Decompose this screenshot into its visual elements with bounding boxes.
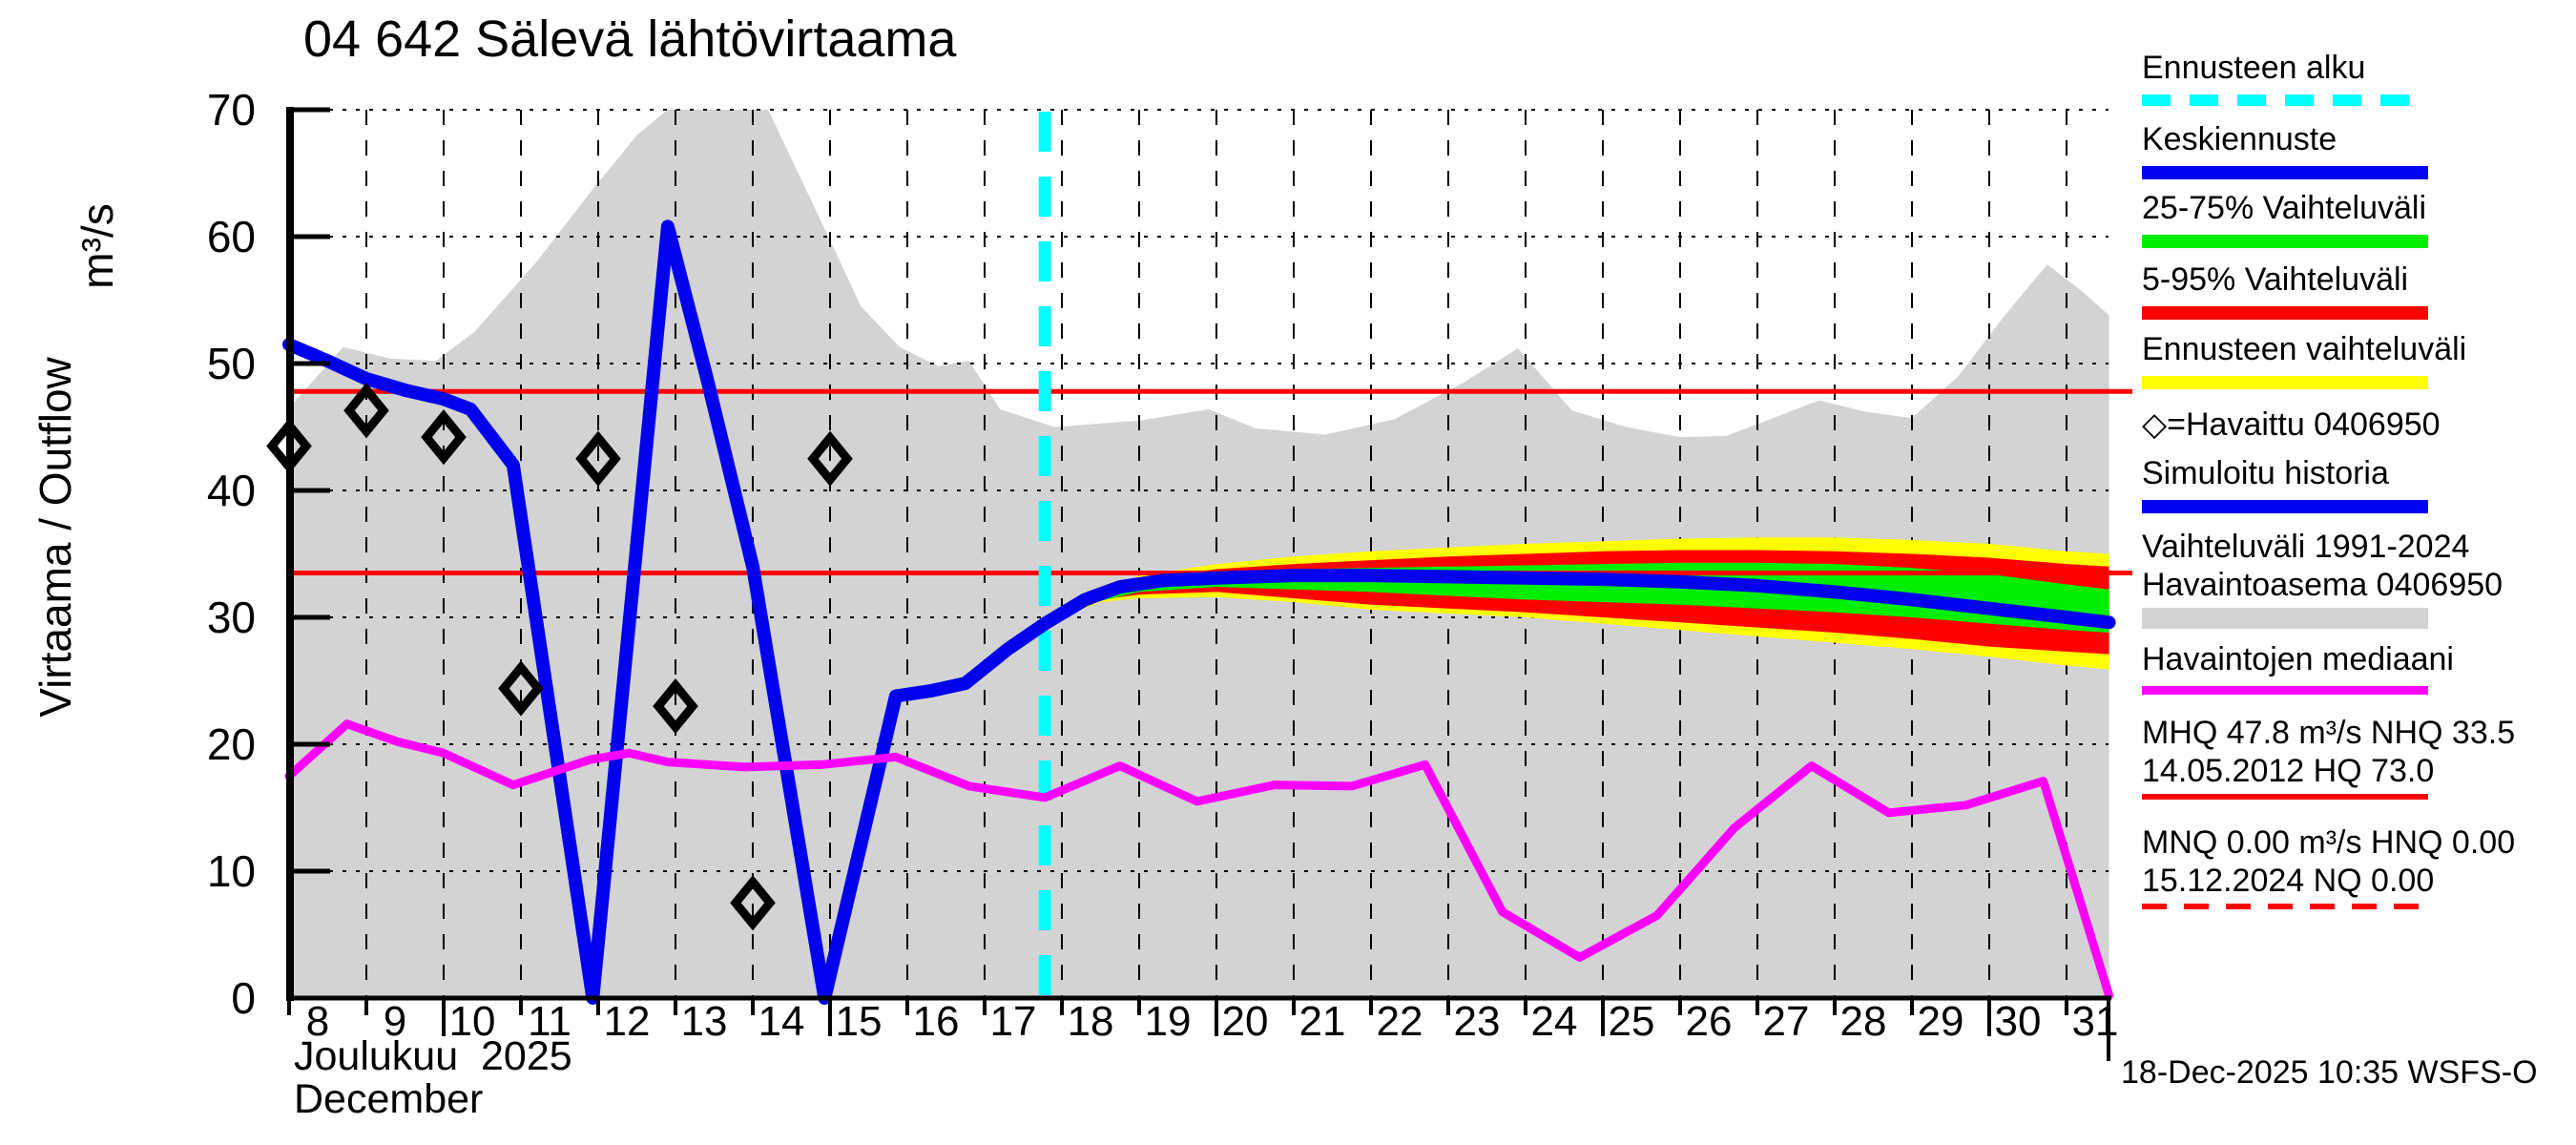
legend-label: MHQ 47.8 m³/s NHQ 33.5: [2142, 715, 2516, 751]
legend-label-line2: 14.05.2012 HQ 73.0: [2142, 753, 2435, 789]
legend-swatch-dash: [2142, 904, 2428, 909]
legend-label: 5-95% Vaihteluväli: [2142, 261, 2409, 298]
legend-swatch-line: [2142, 235, 2428, 248]
observation-diamond: [421, 409, 467, 466]
y-axis-label: Virtaama / Outflow: [31, 357, 80, 718]
legend-label: Simuloitu historia: [2142, 455, 2389, 491]
x-tick-label: 18: [1068, 998, 1114, 1045]
history-range-area: [289, 110, 2109, 998]
legend-label: Keskiennuste: [2142, 121, 2337, 157]
x-tick-label: 10: [449, 998, 496, 1045]
observation-diamond: [730, 875, 776, 931]
x-tick-label: 22: [1377, 998, 1423, 1045]
observation-diamond: [575, 430, 621, 487]
y-tick-label: 70: [207, 85, 256, 135]
x-tick-label: 30: [1995, 998, 2042, 1045]
legend-item-vaihteluv-li-1991-2024: Vaihteluväli 1991-2024 Havaintoasema 0406…: [2142, 528, 2571, 629]
legend-item-keskiennuste: Keskiennuste: [2142, 120, 2571, 179]
y-tick-label: 40: [207, 466, 256, 515]
x-tick-label: 29: [1918, 998, 1964, 1045]
y-tick-label: 20: [207, 719, 256, 769]
observation-diamond: [653, 677, 698, 735]
legend-label: ◇=Havaittu 0406950: [2142, 406, 2441, 443]
x-axis-month-finnish: Joulukuu 2025: [294, 1033, 572, 1079]
legend-label-line2: 15.12.2024 NQ 0.00: [2142, 863, 2435, 899]
x-tick-label: 11: [528, 998, 571, 1045]
legend-label: Ennusteen alku: [2142, 50, 2366, 86]
legend-swatch-line: [2142, 376, 2428, 389]
legend-item-ennusteen-vaihteluv-li: Ennusteen vaihteluväli: [2142, 330, 2571, 389]
legend-label: 25-75% Vaihteluväli: [2142, 190, 2426, 226]
legend-swatch-line: [2142, 686, 2428, 695]
legend-label: Vaihteluväli 1991-2024: [2142, 529, 2470, 565]
y-tick-label: 10: [207, 846, 256, 896]
y-tick-label: 60: [207, 212, 256, 261]
x-tick-label: 15: [836, 998, 883, 1045]
legend-item-ennusteen-alku: Ennusteen alku: [2142, 49, 2571, 106]
series-line-simuloitu-historia: [282, 219, 1052, 1005]
x-tick-label: 8: [306, 998, 329, 1045]
x-tick-label: 26: [1686, 998, 1733, 1045]
chart-title: 04 642 Sälevä lähtövirtaama: [303, 10, 957, 68]
x-tick-label: 14: [758, 998, 805, 1045]
x-tick-label: 27: [1763, 998, 1810, 1045]
legend-swatch-line: [2142, 166, 2428, 179]
x-tick-label: 17: [990, 998, 1037, 1045]
legend-label: Havaintojen mediaani: [2142, 641, 2454, 677]
x-tick-label: 20: [1222, 998, 1269, 1045]
x-tick-label: 31: [2072, 998, 2119, 1045]
x-tick-label: 19: [1145, 998, 1192, 1045]
legend-swatch-dash: [2142, 94, 2428, 106]
legend-item-25-75-vaihteluv-li: 25-75% Vaihteluväli: [2142, 189, 2571, 248]
series-line-havaintojen-mediaani: [284, 719, 2114, 1000]
legend-item--havaittu-0406950: ◇=Havaittu 0406950: [2142, 406, 2571, 444]
legend-item-mnq-0-00-m-s-hnq-0-00: MNQ 0.00 m³/s HNQ 0.00 15.12.2024 NQ 0.00: [2142, 823, 2571, 909]
observation-diamond: [498, 660, 544, 717]
observation-diamond: [807, 430, 853, 487]
legend-swatch-line: [2142, 500, 2428, 513]
legend: Ennusteen alku Keskiennuste 25-75% Vaihtel…: [2142, 0, 2571, 954]
x-tick-label: 12: [604, 998, 651, 1045]
y-tick-label: 50: [207, 339, 256, 388]
x-tick-label: 28: [1840, 998, 1887, 1045]
x-tick-label: 24: [1531, 998, 1578, 1045]
legend-swatch-line: [2142, 794, 2428, 800]
legend-swatch-bar: [2142, 608, 2428, 629]
legend-item-havaintojen-mediaani: Havaintojen mediaani: [2142, 640, 2571, 695]
series-line-keskiennuste: [1038, 569, 2116, 631]
legend-item-simuloitu-historia: Simuloitu historia: [2142, 454, 2571, 513]
legend-label: Ennusteen vaihteluväli: [2142, 331, 2467, 367]
legend-label-line2: Havaintoasema 0406950: [2142, 567, 2503, 603]
legend-label: MNQ 0.00 m³/s HNQ 0.00: [2142, 824, 2516, 861]
y-tick-label: 0: [231, 973, 256, 1023]
legend-item-5-95-vaihteluv-li: 5-95% Vaihteluväli: [2142, 260, 2571, 320]
x-tick-label: 16: [913, 998, 960, 1045]
x-tick-label: 9: [384, 998, 406, 1045]
y-tick-label: 30: [207, 593, 256, 642]
x-tick-label: 25: [1609, 998, 1655, 1045]
x-tick-label: 21: [1299, 998, 1346, 1045]
x-axis-month-english: December: [294, 1076, 484, 1122]
x-tick-label: 23: [1454, 998, 1501, 1045]
legend-swatch-line: [2142, 306, 2428, 320]
observation-diamond: [343, 383, 389, 439]
y-axis-unit-label: m³/s: [73, 203, 122, 289]
legend-item-mhq-47-8-m-s-nhq-33-5: MHQ 47.8 m³/s NHQ 33.5 14.05.2012 HQ 73.0: [2142, 714, 2571, 800]
x-tick-label: 13: [681, 998, 728, 1045]
timestamp: 18-Dec-2025 10:35 WSFS-O: [2121, 1054, 2538, 1091]
